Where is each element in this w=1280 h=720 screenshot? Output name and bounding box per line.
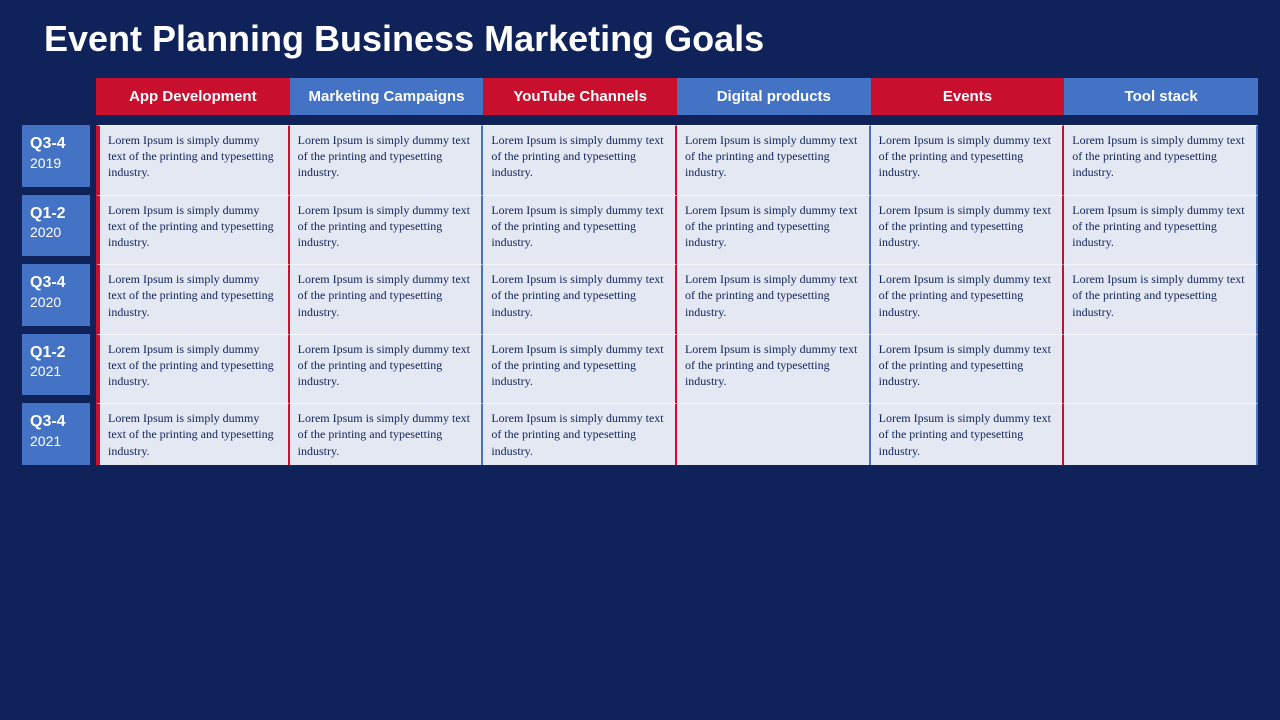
col-header-5: Tool stack bbox=[1064, 78, 1258, 115]
matrix-cell: Lorem Ipsum is simply dummy text of the … bbox=[677, 125, 871, 187]
matrix-cell: Lorem Ipsum is simply dummy text of the … bbox=[483, 125, 677, 187]
col-header-3: Digital products bbox=[677, 78, 871, 115]
table-row: Q1-22020Lorem Ipsum is simply dummy text… bbox=[22, 195, 1258, 257]
row-label: Q1-22021 bbox=[22, 334, 90, 396]
matrix-cell: Lorem Ipsum is simply dummy text of the … bbox=[290, 403, 484, 465]
row-spacer bbox=[22, 187, 1258, 195]
table-row: Q3-4 2021 Lorem Ipsum is simply dummy text… bbox=[22, 403, 1258, 465]
corner-blank bbox=[22, 78, 90, 115]
matrix-cell bbox=[677, 403, 871, 465]
row-quarter: Q1-2 bbox=[30, 344, 82, 362]
row-year: 2020 bbox=[30, 224, 82, 240]
matrix-cell: Lorem Ipsum is simply dummy text of the … bbox=[96, 125, 290, 187]
row-label: Q3-4 2019 bbox=[22, 125, 90, 187]
matrix-cell: Lorem Ipsum is simply dummy text of the … bbox=[677, 195, 871, 257]
row-label: Q3-4 2020 bbox=[22, 264, 90, 326]
matrix-cell: Lorem Ipsum is simply dummy text of the … bbox=[96, 403, 290, 465]
matrix-cell: Lorem Ipsum is simply dummy text of the … bbox=[483, 403, 677, 465]
row-quarter: Q3-4 bbox=[30, 274, 82, 292]
column-header-row: App Development Marketing Campaigns YouT… bbox=[22, 78, 1258, 115]
col-header-2: YouTube Channels bbox=[483, 78, 677, 115]
matrix-cell: Lorem Ipsum is simply dummy text of the … bbox=[290, 264, 484, 326]
row-spacer bbox=[22, 326, 1258, 334]
row-quarter: Q1-2 bbox=[30, 205, 82, 223]
row-year: 2019 bbox=[30, 155, 82, 171]
slide: Event Planning Business Marketing Goals … bbox=[0, 0, 1280, 720]
row-quarter: Q3-4 bbox=[30, 135, 82, 153]
matrix-cell: Lorem Ipsum is simply dummy text of the … bbox=[290, 195, 484, 257]
matrix-cell: Lorem Ipsum is simply dummy text of the … bbox=[1064, 125, 1258, 187]
col-header-0: App Development bbox=[96, 78, 290, 115]
matrix-cell: Lorem Ipsum is simply dummy text of the … bbox=[871, 264, 1065, 326]
matrix-cell: Lorem Ipsum is simply dummy text of the … bbox=[1064, 264, 1258, 326]
row-spacer bbox=[22, 395, 1258, 403]
matrix-cell: Lorem Ipsum is simply dummy text of the … bbox=[483, 264, 677, 326]
matrix-cell: Lorem Ipsum is simply dummy text of the … bbox=[483, 334, 677, 396]
matrix-cell: Lorem Ipsum is simply dummy text of the … bbox=[677, 334, 871, 396]
row-label: Q3-4 2021 bbox=[22, 403, 90, 465]
matrix-cell bbox=[1064, 334, 1258, 396]
table-row: Q3-4 2020 Lorem Ipsum is simply dummy text… bbox=[22, 264, 1258, 326]
matrix-cell: Lorem Ipsum is simply dummy text of the … bbox=[871, 334, 1065, 396]
matrix-grid: App Development Marketing Campaigns YouT… bbox=[22, 78, 1258, 465]
matrix-cell: Lorem Ipsum is simply dummy text of the … bbox=[871, 125, 1065, 187]
matrix-cell: Lorem Ipsum is simply dummy text of the … bbox=[871, 195, 1065, 257]
matrix-body: Q3-4 2019 Lorem Ipsum is simply dummy text… bbox=[22, 125, 1258, 465]
matrix-cell: Lorem Ipsum is simply dummy text of the … bbox=[290, 125, 484, 187]
matrix-cell: Lorem Ipsum is simply dummy text of the … bbox=[96, 195, 290, 257]
col-header-1: Marketing Campaigns bbox=[290, 78, 484, 115]
matrix-cell: Lorem Ipsum is simply dummy text of the … bbox=[483, 195, 677, 257]
matrix-cell: Lorem Ipsum is simply dummy text of the … bbox=[871, 403, 1065, 465]
row-spacer bbox=[22, 256, 1258, 264]
matrix-cell: Lorem Ipsum is simply dummy text of the … bbox=[96, 334, 290, 396]
matrix-cell bbox=[1064, 403, 1258, 465]
table-row: Q3-4 2019 Lorem Ipsum is simply dummy text… bbox=[22, 125, 1258, 187]
matrix-cell: Lorem Ipsum is simply dummy text of the … bbox=[1064, 195, 1258, 257]
row-year: 2021 bbox=[30, 363, 82, 379]
row-year: 2021 bbox=[30, 433, 82, 449]
row-quarter: Q3-4 bbox=[30, 413, 82, 431]
matrix-cell: Lorem Ipsum is simply dummy text of the … bbox=[290, 334, 484, 396]
row-label: Q1-22020 bbox=[22, 195, 90, 257]
matrix-table: App Development Marketing Campaigns YouT… bbox=[22, 78, 1258, 465]
page-title: Event Planning Business Marketing Goals bbox=[44, 18, 1258, 60]
matrix-cell: Lorem Ipsum is simply dummy text of the … bbox=[96, 264, 290, 326]
col-header-4: Events bbox=[871, 78, 1065, 115]
table-row: Q1-22021Lorem Ipsum is simply dummy text… bbox=[22, 334, 1258, 396]
matrix-cell: Lorem Ipsum is simply dummy text of the … bbox=[677, 264, 871, 326]
row-year: 2020 bbox=[30, 294, 82, 310]
